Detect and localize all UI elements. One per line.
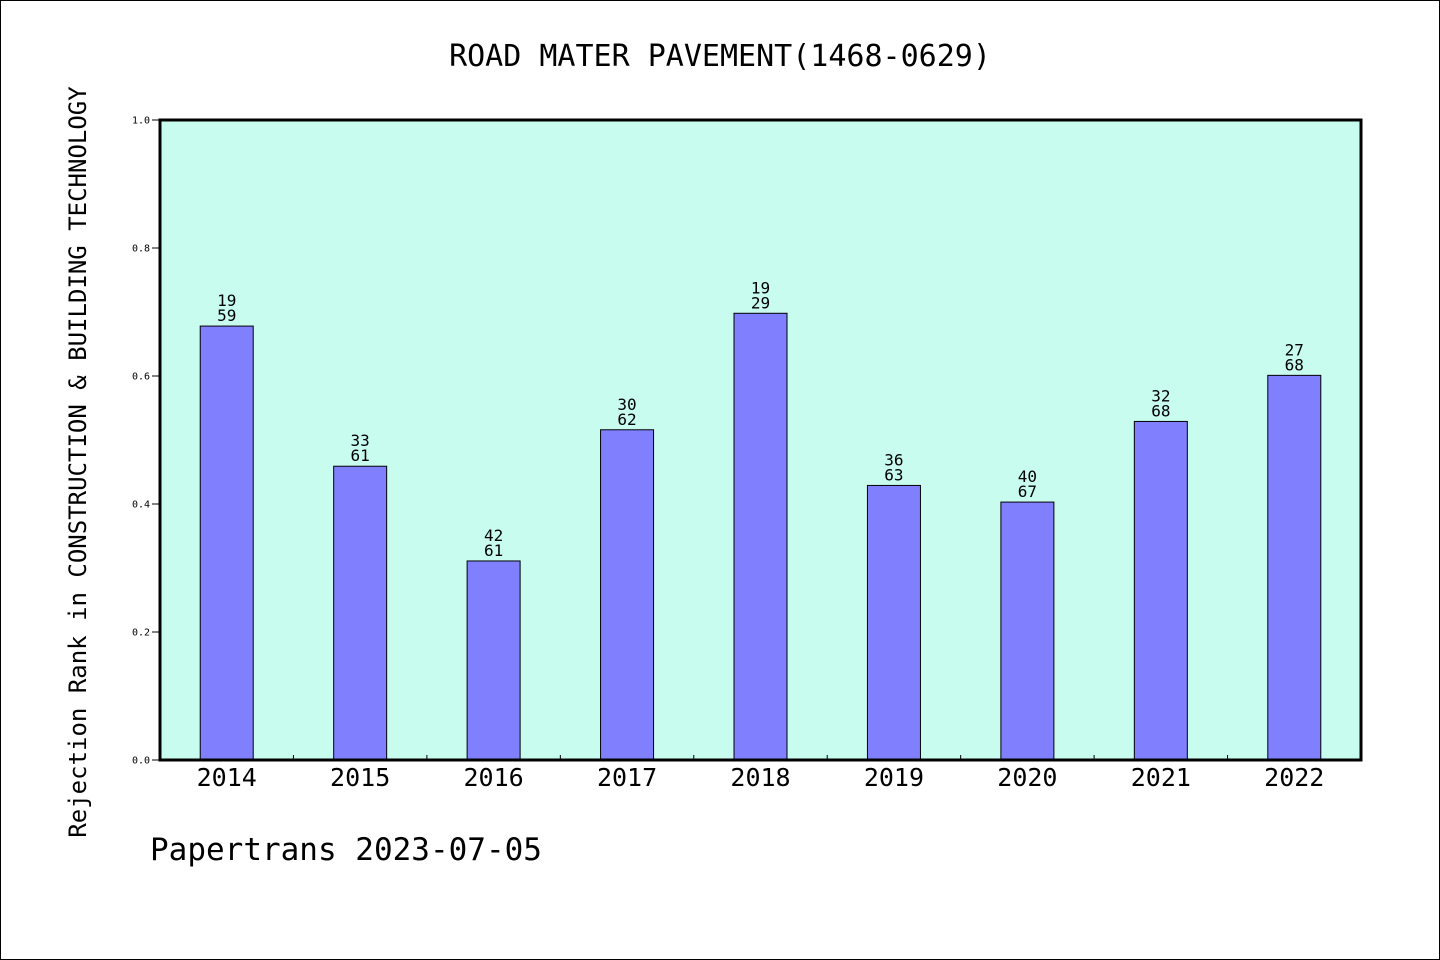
data-label-top: 30 (617, 395, 636, 414)
y-tick-label: 0.8 (132, 244, 150, 255)
bar-2022 (1267, 374, 1322, 761)
bar-2017 (600, 429, 655, 761)
plot-border (158, 118, 1363, 762)
data-label-bottom: 61 (484, 541, 503, 560)
bar-2020 (1000, 501, 1055, 761)
data-label-bottom: 61 (351, 446, 370, 465)
x-tick-label: 2021 (1131, 763, 1191, 792)
y-tick-label: 0.2 (132, 628, 150, 639)
data-label-top: 40 (1018, 467, 1037, 486)
bar-2014 (199, 325, 254, 761)
bar-2015 (333, 465, 388, 761)
data-label-bottom: 63 (884, 465, 903, 484)
x-tick-label: 2015 (330, 763, 390, 792)
bar-2021 (1133, 420, 1188, 761)
data-label-bottom: 67 (1018, 482, 1037, 501)
y-tick-label: 0.6 (132, 372, 150, 383)
data-label-top: 32 (1151, 386, 1170, 405)
x-tick-label: 2016 (464, 763, 524, 792)
x-tick-label: 2020 (997, 763, 1057, 792)
data-label-bottom: 62 (617, 410, 636, 429)
x-tick-label: 2014 (197, 763, 257, 792)
y-tick-label: 0.0 (132, 756, 150, 767)
data-label-top: 42 (484, 526, 503, 545)
y-tick-label: 0.4 (132, 500, 150, 511)
data-label-bottom: 59 (217, 306, 236, 325)
data-label-top: 19 (217, 291, 236, 310)
data-label-top: 33 (351, 431, 370, 450)
data-label-top: 19 (751, 278, 770, 297)
chart-title: ROAD MATER PAVEMENT(1468-0629) (449, 39, 991, 74)
y-tick-label: 1.0 (132, 116, 150, 127)
x-tick-label: 2019 (864, 763, 924, 792)
data-label-bottom: 68 (1151, 401, 1170, 420)
footer-text: Papertrans 2023-07-05 (150, 832, 542, 868)
bar-2018 (733, 312, 788, 761)
x-tick-label: 2018 (730, 763, 790, 792)
data-label-bottom: 29 (751, 293, 770, 312)
x-tick-label: 2022 (1264, 763, 1324, 792)
data-label-bottom: 68 (1285, 355, 1304, 374)
bar-2016 (466, 560, 521, 761)
data-label-top: 36 (884, 450, 903, 469)
x-tick-label: 2017 (597, 763, 657, 792)
bar-2019 (866, 484, 921, 761)
y-axis-label: Rejection Rank in CONSTRUCTION & BUILDIN… (64, 86, 92, 838)
data-label-top: 27 (1285, 340, 1304, 359)
